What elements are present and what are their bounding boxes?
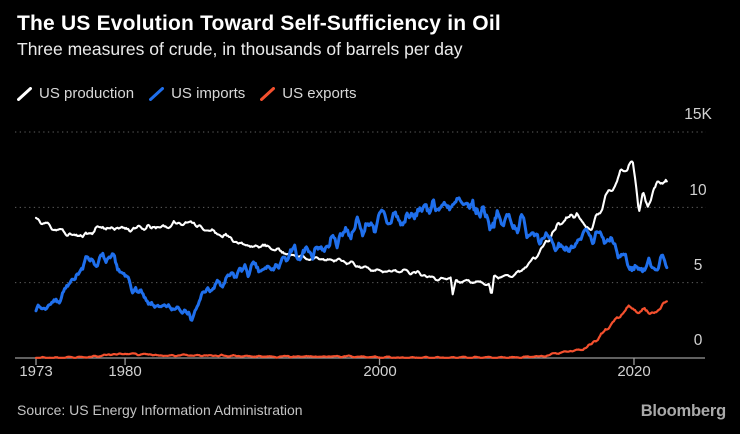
x-axis-label-2020: 2020 — [617, 363, 651, 380]
x-axis-label-2000: 2000 — [363, 363, 397, 380]
y-axis-label-10: 10 — [689, 182, 707, 199]
legend-label-exports: US exports — [282, 85, 357, 102]
y-axis-label-0: 0 — [693, 332, 703, 349]
y-axis-label-15k: 15K — [684, 106, 712, 123]
chart-title: The US Evolution Toward Self-Sufficiency… — [17, 12, 501, 35]
x-axis-label-1973: 1973 — [19, 363, 53, 380]
production-line-swatch-icon — [17, 86, 32, 101]
chart-subtitle: Three measures of crude, in thousands of… — [17, 39, 463, 59]
legend-label-production: US production — [39, 85, 135, 102]
source-text: Source: US Energy Information Administra… — [17, 402, 303, 418]
imports-line-swatch-icon — [149, 86, 165, 101]
legend-item-exports: US exports — [260, 85, 356, 102]
x-axis-label-1980: 1980 — [108, 363, 142, 380]
legend: US production US imports US exports — [17, 85, 356, 102]
legend-label-imports: US imports — [171, 85, 246, 102]
bloomberg-logo: Bloomberg — [640, 402, 726, 420]
exports-line-swatch-icon — [260, 86, 276, 101]
legend-item-imports: US imports — [149, 85, 245, 102]
legend-item-production: US production — [17, 85, 134, 102]
y-axis-label-5: 5 — [693, 257, 703, 274]
